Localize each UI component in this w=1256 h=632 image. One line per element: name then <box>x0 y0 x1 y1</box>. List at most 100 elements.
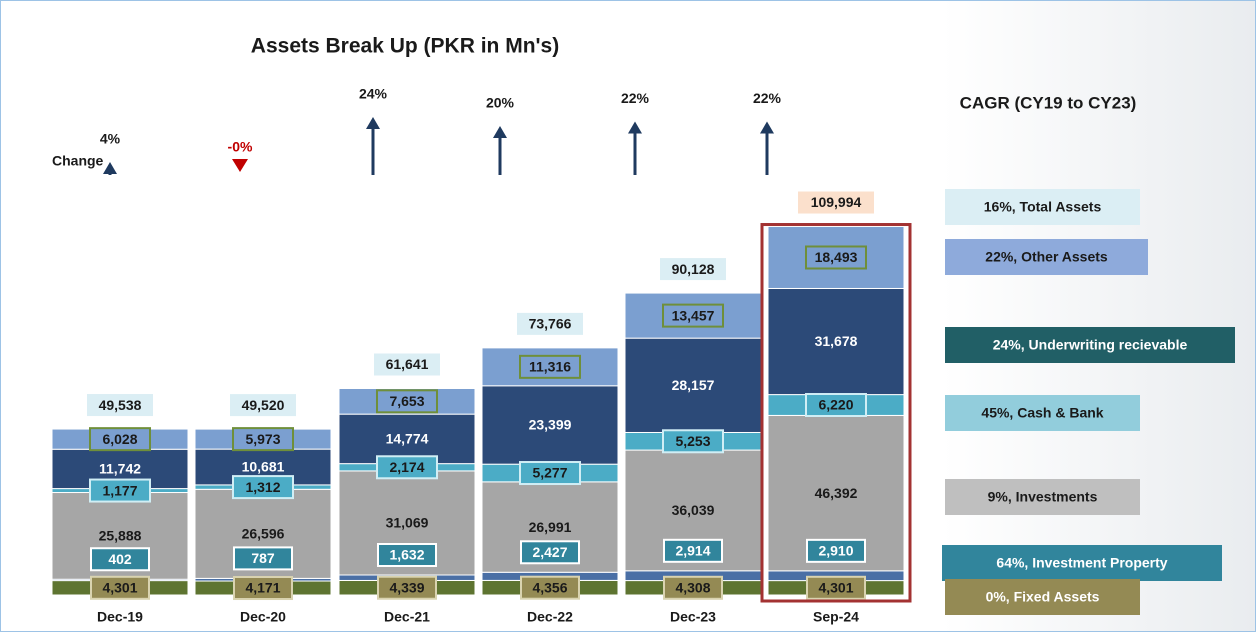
bar-segment <box>481 385 619 465</box>
value-label-box <box>805 393 867 418</box>
value-label: 4,308 <box>675 579 710 595</box>
value-label-box <box>519 461 581 486</box>
value-label: 5,277 <box>532 465 567 481</box>
legend-swatch <box>945 327 1235 363</box>
legend-label: 24%, Underwriting recievable <box>993 337 1188 353</box>
value-label-box <box>232 427 294 452</box>
value-label: 25,888 <box>99 528 142 544</box>
value-label-box <box>89 478 151 503</box>
value-label-box <box>520 540 580 565</box>
value-label-box <box>230 394 296 417</box>
value-label: 11,742 <box>99 461 141 477</box>
x-tick-label: Dec-20 <box>240 609 286 625</box>
value-label: 1,177 <box>102 482 137 498</box>
legend-swatch <box>945 239 1148 275</box>
value-label: 4,301 <box>102 579 137 595</box>
value-label-box <box>663 575 723 600</box>
change-label: Change <box>52 153 104 169</box>
value-label: 31,678 <box>815 333 858 349</box>
value-label: 5,973 <box>245 431 280 447</box>
value-label: 4,339 <box>389 579 424 595</box>
value-label-box <box>89 427 151 452</box>
value-label: 73,766 <box>529 316 572 332</box>
value-label: 46,392 <box>815 485 858 501</box>
value-label: 49,520 <box>242 397 285 413</box>
value-label-box <box>663 538 723 563</box>
value-label: 49,538 <box>99 397 142 413</box>
value-label-box <box>798 191 874 214</box>
value-label-box <box>233 546 293 571</box>
change-value: 24% <box>359 86 388 102</box>
value-label-box <box>232 475 294 500</box>
value-label-box <box>376 389 438 414</box>
value-label-box <box>517 312 583 335</box>
legend-swatch <box>945 579 1140 615</box>
value-label: 109,994 <box>811 194 862 210</box>
chart-title: Assets Break Up (PKR in Mn's) <box>251 35 559 58</box>
value-label: 402 <box>108 551 132 567</box>
value-label-box <box>90 575 150 600</box>
value-label: 18,493 <box>815 249 858 265</box>
legend-swatch <box>945 479 1140 515</box>
legend-label: 0%, Fixed Assets <box>986 589 1100 605</box>
value-label-box <box>662 429 724 454</box>
value-label: 14,774 <box>386 431 429 447</box>
value-label: 2,914 <box>675 543 710 559</box>
x-tick-label: Dec-21 <box>384 609 430 625</box>
value-label-box <box>660 258 726 281</box>
value-label-box <box>376 455 438 480</box>
value-label: 4,301 <box>818 579 853 595</box>
value-label: 2,910 <box>818 543 853 559</box>
value-label: 1,312 <box>245 479 280 495</box>
value-label: 2,174 <box>389 459 424 475</box>
value-label: 61,641 <box>386 356 429 372</box>
legend-swatch <box>945 189 1140 225</box>
value-label: 787 <box>251 550 275 566</box>
value-label: 13,457 <box>672 307 715 323</box>
value-label: 23,399 <box>529 417 572 433</box>
value-label: 26,596 <box>242 526 285 542</box>
value-label: 2,427 <box>532 544 567 560</box>
value-label: 7,653 <box>389 393 424 409</box>
value-label: 11,316 <box>529 359 571 375</box>
change-arrow <box>232 159 248 172</box>
value-label-box <box>377 542 437 567</box>
value-label-box <box>519 354 581 379</box>
value-label: 28,157 <box>672 377 715 393</box>
change-value: -0% <box>228 139 253 155</box>
change-arrow <box>628 121 642 175</box>
bar-segment <box>624 337 762 433</box>
change-value: 22% <box>753 90 782 106</box>
legend-label: 64%, Investment Property <box>996 555 1167 571</box>
value-label: 4,356 <box>532 579 567 595</box>
x-tick-label: Dec-22 <box>527 609 573 625</box>
value-label-box <box>374 353 440 376</box>
bar-segment <box>767 226 905 289</box>
value-label-box <box>87 394 153 417</box>
legend-swatch <box>942 545 1222 581</box>
value-label-box <box>90 547 150 572</box>
x-tick-label: Sep-24 <box>813 609 859 625</box>
value-label: 6,220 <box>818 397 853 413</box>
change-arrow <box>103 162 117 175</box>
change-arrow <box>366 117 380 175</box>
value-label-box <box>233 576 293 601</box>
legend-label: 45%, Cash & Bank <box>981 405 1103 421</box>
change-value: 22% <box>621 90 650 106</box>
change-value: 4% <box>100 131 121 147</box>
value-label: 36,039 <box>672 502 715 518</box>
value-label-box <box>662 303 724 328</box>
value-label: 1,632 <box>389 547 424 563</box>
value-label-box <box>805 245 867 270</box>
value-label-box <box>377 575 437 600</box>
value-label: 10,681 <box>242 459 285 475</box>
value-label-box <box>806 538 866 563</box>
legend-label: 22%, Other Assets <box>985 249 1108 265</box>
legend-title: CAGR (CY19 to CY23) <box>960 93 1137 112</box>
value-label: 90,128 <box>672 261 715 277</box>
change-arrow <box>760 121 774 175</box>
value-label-box <box>520 575 580 600</box>
value-label: 31,069 <box>386 515 429 531</box>
value-label: 26,991 <box>529 519 572 535</box>
